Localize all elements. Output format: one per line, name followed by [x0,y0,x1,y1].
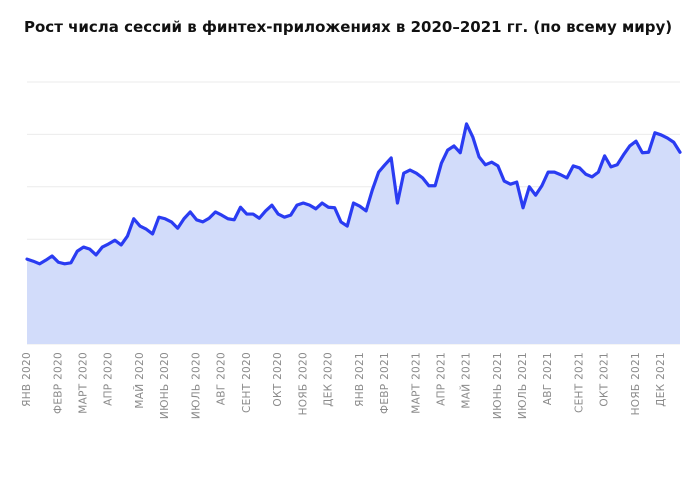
x-tick-label: МАЙ 2021 [460,352,473,409]
x-tick-label: ИЮЛЬ 2021 [517,352,529,419]
x-tick-label: ДЕК 2021 [655,352,667,407]
x-tick-label: СЕНТ 2020 [241,352,253,413]
line [25,122,682,266]
area [27,123,680,344]
x-tick-label: АПР 2021 [435,352,447,406]
chart-title: Рост числа сессий в финтех-приложениях в… [24,18,672,36]
x-tick-label: АВГ 2020 [216,352,228,405]
x-tick-label: МАРТ 2021 [410,352,422,414]
x-tick-label: ОКТ 2020 [272,352,284,407]
x-tick-label: ФЕВР 2021 [379,352,391,414]
x-tick-label: МАРТ 2020 [78,352,90,414]
x-tick-label: ИЮЛЬ 2020 [191,352,203,419]
x-tick-label: ЯНВ 2020 [21,352,33,407]
x-tick-label: АВГ 2021 [542,352,554,405]
x-tick-label: ФЕВР 2020 [52,352,64,414]
x-tick-label: МАЙ 2020 [133,352,146,409]
x-tick-label: ЯНВ 2021 [354,352,366,407]
x-tick-label: АПР 2020 [103,352,115,406]
x-tick-label: ОКТ 2021 [599,352,611,407]
x-tick-label: СЕНТ 2021 [574,352,586,413]
x-tick-label: ИЮНЬ 2020 [159,352,171,419]
x-tick-label: ИЮНЬ 2021 [492,352,504,419]
x-tick-label: НОЯБ 2020 [297,352,309,415]
x-tick-label: ДЕК 2020 [322,352,334,407]
x-tick-label: НОЯБ 2021 [630,352,642,415]
